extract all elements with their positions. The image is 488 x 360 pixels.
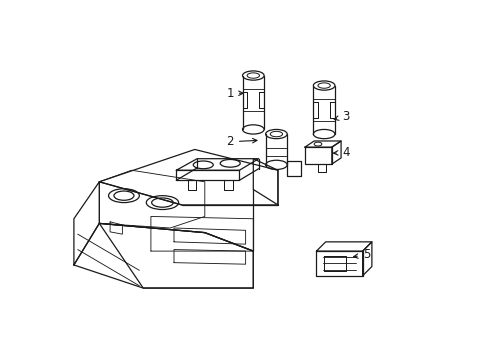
Text: 1: 1 — [226, 87, 243, 100]
Text: 3: 3 — [333, 110, 349, 123]
Text: 4: 4 — [333, 146, 349, 159]
Text: 2: 2 — [226, 135, 257, 148]
Text: 5: 5 — [353, 248, 369, 261]
